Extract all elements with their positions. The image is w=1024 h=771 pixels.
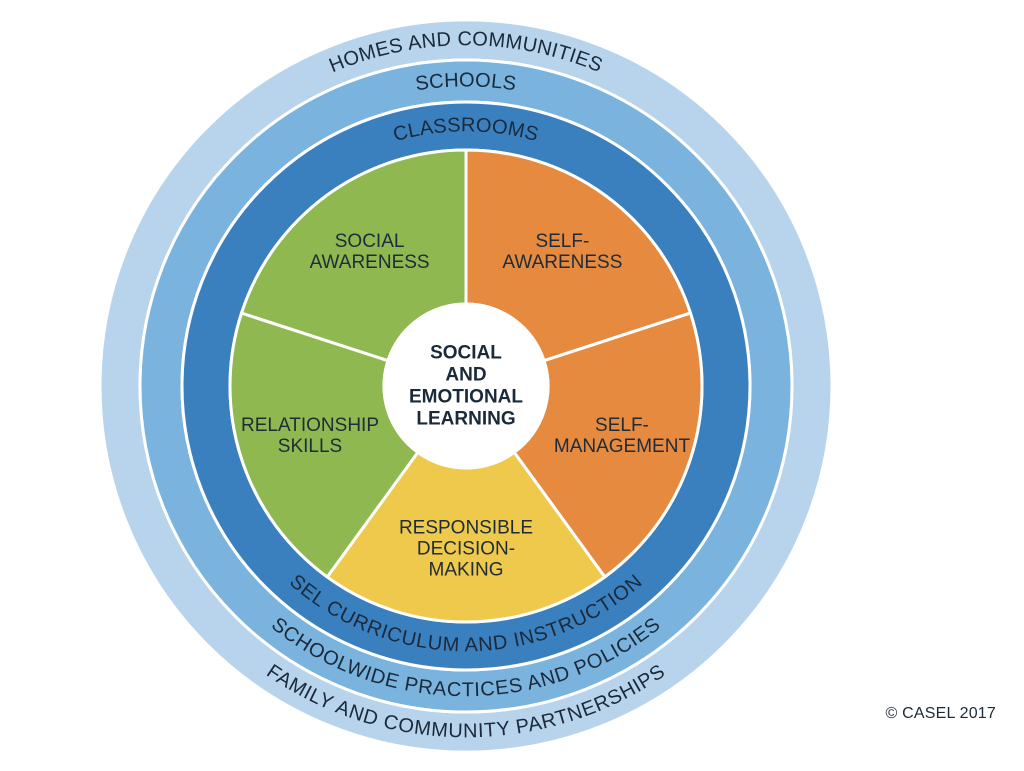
wheel-svg: HOMES AND COMMUNITIESFAMILY AND COMMUNIT…: [0, 0, 1024, 771]
center-circle: [384, 304, 548, 468]
copyright-text: © CASEL 2017: [885, 705, 996, 723]
casel-wheel-diagram: HOMES AND COMMUNITIESFAMILY AND COMMUNIT…: [0, 0, 1024, 771]
